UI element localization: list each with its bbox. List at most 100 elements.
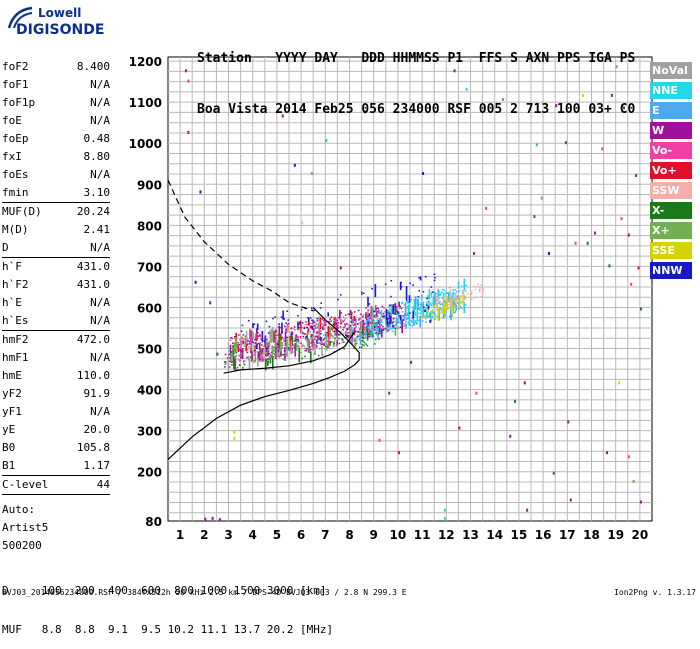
- echo-point: [391, 330, 394, 333]
- echo-point: [361, 323, 364, 325]
- echo-point: [263, 340, 266, 342]
- echo-point: [452, 298, 454, 300]
- echo-point: [395, 306, 398, 308]
- echo-point: [455, 299, 458, 301]
- echo-point: [363, 341, 366, 344]
- echo-point: [272, 346, 275, 349]
- echo-point: [258, 342, 260, 345]
- echo-point: [318, 334, 321, 337]
- echo-point: [245, 339, 248, 352]
- echo-point: [349, 324, 352, 327]
- echo-point: [351, 319, 353, 321]
- echo-point: [393, 325, 395, 327]
- echo-point: [376, 324, 379, 326]
- echo-point: [266, 347, 268, 350]
- echo-point: [407, 313, 410, 315]
- echo-point: [287, 319, 289, 321]
- echo-point: [274, 335, 276, 338]
- echo-point: [372, 312, 374, 320]
- echo-point: [308, 338, 310, 341]
- echo-point: [374, 329, 377, 331]
- echo-point: [449, 303, 452, 305]
- param-name: h`E: [2, 296, 22, 309]
- param-row: h`Es N/A: [2, 312, 110, 330]
- echo-point: [316, 340, 318, 342]
- echo-point: [231, 354, 233, 360]
- echo-point: [317, 338, 320, 341]
- echo-point: [457, 297, 460, 299]
- header-line1: Station YYYY DAY DDD HHMMSS P1 FFS S AXN…: [197, 51, 636, 66]
- echo-point: [423, 308, 426, 311]
- echo-point: [313, 321, 316, 324]
- echo-point: [448, 301, 451, 304]
- echo-point: [362, 314, 365, 316]
- echo-point: [359, 321, 362, 329]
- echo-point: [347, 323, 349, 326]
- echo-point: [349, 329, 352, 338]
- param-row: foEp 0.48: [2, 130, 110, 148]
- echo-point: [359, 331, 362, 345]
- echo-point: [301, 331, 304, 334]
- x-tick-label: 3: [224, 528, 232, 542]
- echo-point: [269, 355, 271, 358]
- echo-point: [333, 318, 336, 327]
- echo-point: [311, 334, 314, 336]
- echo-point: [427, 315, 429, 318]
- param-row: yF2 91.9: [2, 385, 110, 403]
- param-name: M(D): [2, 223, 29, 236]
- echo-point: [265, 358, 267, 371]
- echo-point: [434, 315, 437, 317]
- echo-point: [262, 345, 265, 347]
- echo-point: [243, 349, 245, 352]
- param-row: B1 1.17: [2, 457, 110, 475]
- param-name: C-level: [2, 478, 49, 491]
- echo-point: [294, 342, 297, 357]
- echo-point: [232, 344, 234, 359]
- echo-point: [355, 326, 357, 328]
- echo-point: [265, 338, 268, 341]
- param-name: foE: [2, 114, 22, 127]
- echo-point: [319, 332, 322, 335]
- param-row: foF1 N/A: [2, 76, 110, 94]
- echo-point: [261, 354, 263, 356]
- echo-point: [340, 323, 342, 325]
- echo-point: [228, 357, 231, 359]
- echo-point: [272, 341, 275, 343]
- echo-point: [433, 273, 436, 276]
- echo-point: [302, 344, 304, 346]
- echo-point: [348, 335, 350, 337]
- echo-point: [307, 316, 309, 319]
- echo-point: [315, 334, 318, 337]
- echo-point: [413, 323, 416, 325]
- header-line2: Boa Vista 2014 Feb25 056 234000 RSF 005 …: [197, 102, 636, 117]
- echo-point: [433, 305, 436, 308]
- echo-point: [332, 336, 335, 338]
- echo-point: [416, 314, 419, 317]
- echo-point: [351, 323, 353, 325]
- echo-point: [251, 351, 253, 361]
- echo-point: [387, 323, 390, 326]
- echo-point: [341, 338, 343, 340]
- echo-point: [417, 296, 420, 298]
- echo-point: [465, 87, 468, 91]
- echo-point: [241, 348, 244, 360]
- echo-point: [246, 356, 248, 359]
- echo-point: [300, 351, 302, 354]
- echo-point: [283, 340, 286, 342]
- echo-point: [436, 308, 438, 311]
- echo-point: [320, 302, 322, 304]
- echo-point: [297, 345, 300, 347]
- echo-point: [324, 345, 327, 348]
- echo-point: [423, 310, 426, 312]
- echo-point: [238, 343, 241, 346]
- param-row: fxI 8.80: [2, 148, 110, 166]
- echo-point: [357, 331, 360, 333]
- echo-point: [309, 322, 311, 325]
- echo-point: [297, 314, 299, 317]
- echo-point: [348, 328, 350, 330]
- legend-item-w: W: [650, 122, 692, 139]
- echo-point: [445, 302, 447, 310]
- echo-point: [342, 329, 345, 331]
- echo-point: [338, 337, 340, 340]
- echo-point: [348, 327, 351, 329]
